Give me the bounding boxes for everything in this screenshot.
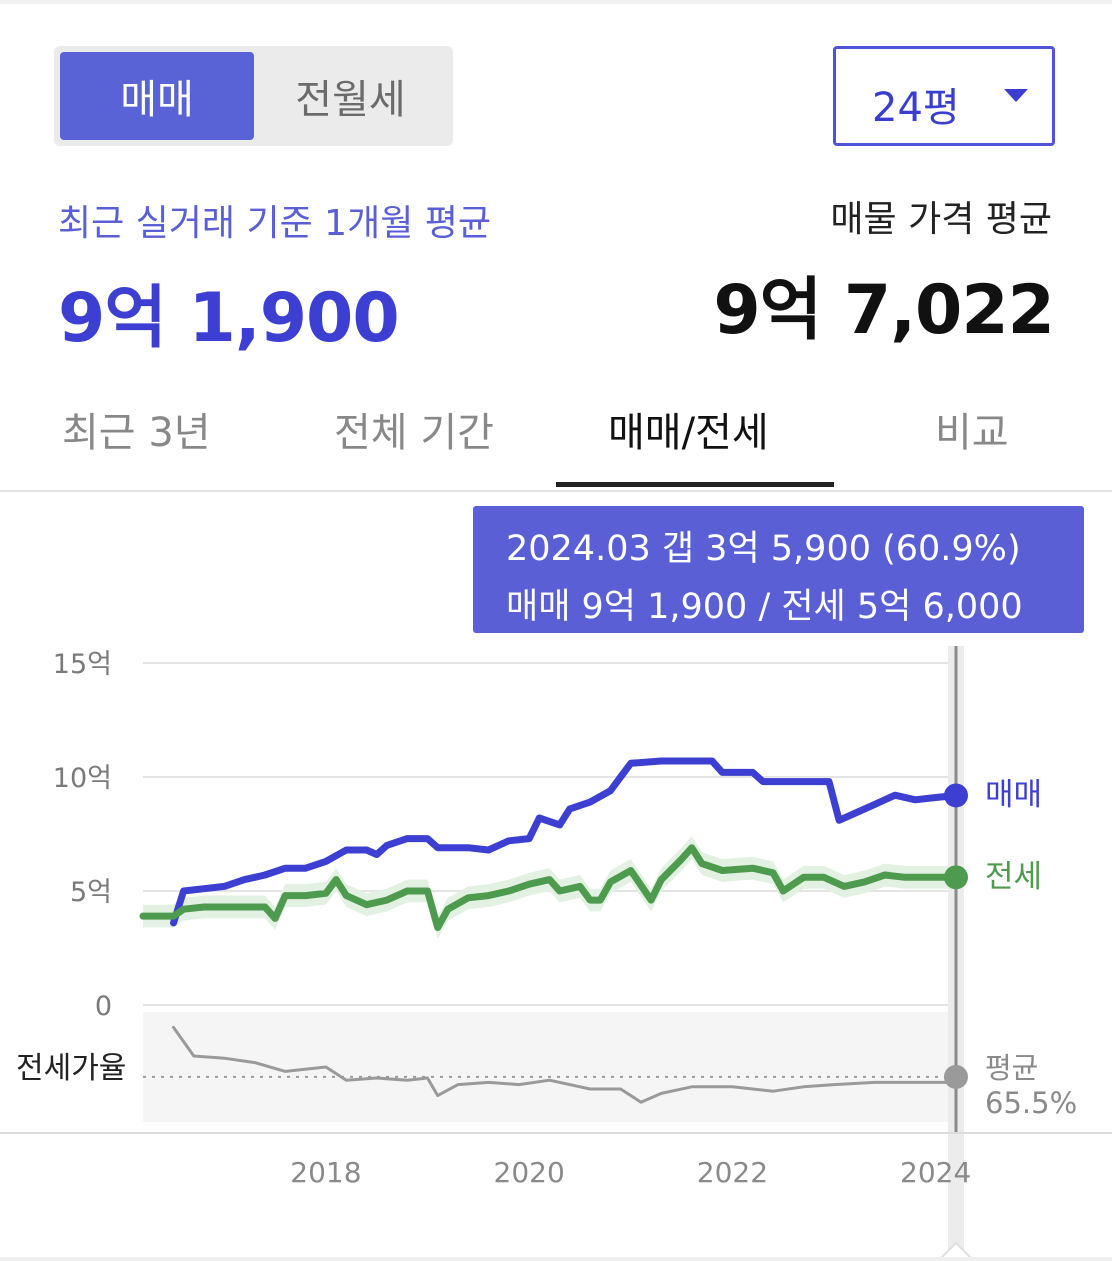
ratio-end-marker [944, 1064, 968, 1089]
tab-sale-jeonse[interactable]: 매매/전세 [608, 410, 769, 456]
listing-price-label: 매물 가격 평균 [830, 199, 1052, 240]
chart-tooltip: 2024.03 갭 3억 5,900 (60.9%) 매매 9억 1,900 /… [473, 506, 1084, 633]
period-tabs: 최근 3년 전체 기간 매매/전세 비교 [0, 380, 1112, 492]
area-select[interactable]: 24평 [833, 46, 1055, 146]
area-select-value: 24평 [872, 85, 960, 131]
ratio-average-value: 65.5% [985, 1086, 1077, 1120]
ratio-label: 전세가율 [16, 1051, 126, 1086]
ratio-average-label: 평균 [985, 1051, 1038, 1085]
x-tick-label: 2022 [697, 1156, 768, 1189]
jeonse-end-marker [944, 865, 968, 890]
recent-trade-label: 최근 실거래 기준 1개월 평균 [58, 203, 491, 244]
tab-recent-3y[interactable]: 최근 3년 [62, 410, 211, 456]
caret-down-icon [1004, 89, 1028, 102]
jeonse-end-label: 전세 [985, 859, 1042, 895]
deal-type-toggle: 매매 전월세 [54, 46, 453, 146]
y-tick-label: 15억 [53, 649, 112, 680]
tooltip-price-line: 매매 9억 1,900 / 전세 5억 6,000 [506, 587, 1023, 627]
toggle-rent-button[interactable]: 전월세 [295, 77, 406, 123]
y-tick-label: 0 [95, 991, 112, 1022]
sale-end-label: 매매 [985, 777, 1042, 813]
ratio-panel-background [143, 1012, 955, 1122]
listing-price-value: 9억 7,022 [713, 271, 1055, 350]
y-tick-label: 5억 [70, 877, 112, 908]
sale-series-line [170, 757, 960, 927]
bottom-divider [0, 1257, 1112, 1261]
x-tick-label: 2018 [290, 1156, 361, 1189]
y-tick-label: 10억 [53, 763, 112, 794]
tab-compare[interactable]: 비교 [935, 410, 1009, 456]
x-tick-label: 2024 [900, 1156, 971, 1189]
recent-trade-value: 9억 1,900 [58, 279, 400, 358]
toggle-sale-button[interactable]: 매매 [60, 52, 254, 140]
tab-all-period[interactable]: 전체 기간 [334, 410, 494, 456]
x-tick-label: 2020 [494, 1156, 565, 1189]
sale-end-marker [944, 783, 968, 808]
top-divider [0, 0, 1112, 4]
cursor-pointer-icon [936, 1241, 976, 1261]
jeonse-series-line [139, 844, 960, 931]
tooltip-gap-line: 2024.03 갭 3억 5,900 (60.9%) [506, 529, 1021, 569]
jeonse-range-band [143, 836, 956, 939]
ratio-series-line [172, 1025, 958, 1104]
active-tab-indicator [556, 482, 834, 487]
